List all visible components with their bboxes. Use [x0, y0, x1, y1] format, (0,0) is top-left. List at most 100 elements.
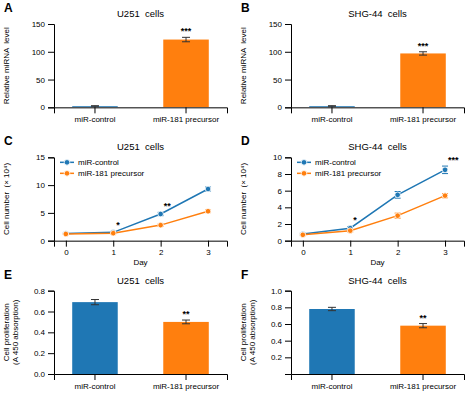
error-bar [182, 37, 190, 41]
y-tick-label: 0.2 [271, 353, 283, 362]
error-bar-cap [419, 55, 427, 56]
y-tick-mark [285, 174, 291, 175]
legend-swatch-marker [301, 171, 307, 177]
x-tick-mark [186, 374, 187, 380]
marks [72, 300, 209, 374]
panel: SHG-44 cells0.20.40.60.81.0Cell prolifer… [239, 268, 465, 391]
x-tick-label: 0 [64, 248, 69, 257]
title: SHG-44 cells [348, 275, 407, 286]
y-axis: 051015 [36, 153, 54, 245]
x-axis-line [292, 108, 465, 114]
x-tick-label: miR-control [75, 382, 116, 391]
point [205, 208, 211, 214]
y-axis-title-line: Relative miRNA level [2, 27, 11, 104]
error-bar-cap [328, 106, 336, 107]
y-tick: 8 [278, 170, 291, 179]
plot-area: U251 cells0.00.20.40.60.8Cell proliferat… [2, 275, 228, 391]
x-tick-label: 2 [396, 248, 401, 257]
x-axis: miR-controlmiR-181 precursor [55, 374, 228, 391]
y-axis: 0.20.40.60.81.0 [271, 287, 292, 375]
y-tick: 0 [41, 237, 54, 246]
error-bar-stem [186, 320, 187, 324]
x-tick-mark [113, 241, 114, 247]
error-bar-cap [419, 327, 427, 328]
y-tick: 0.6 [271, 320, 291, 329]
point [110, 230, 116, 236]
x-tick: 3 [206, 241, 211, 258]
error-bar-cap [91, 304, 99, 305]
x-tick-label: miR-181 precursor [153, 115, 220, 124]
y-axis-title: Cell number (× 10⁴) [239, 163, 248, 235]
y-tick-mark [48, 24, 54, 25]
x-tick: miR-181 precursor [153, 107, 220, 124]
x-tick-mark [66, 241, 67, 247]
y-tick: 2 [278, 220, 291, 229]
y-tick-label: 50 [273, 76, 282, 85]
title: SHG-44 cells [348, 141, 407, 152]
annotations: *** [116, 201, 171, 230]
y-tick-label: 6 [278, 187, 283, 196]
x-tick: 0 [64, 241, 69, 258]
title: SHG-44 cells [348, 8, 407, 19]
error-bar [419, 52, 427, 55]
x-tick-label: miR-181 precursor [390, 382, 457, 391]
y-tick-label: 0.2 [34, 349, 46, 358]
x-axis-title: Day [370, 258, 384, 267]
x-tick: miR-control [312, 374, 353, 391]
y-tick-label: 150 [32, 20, 46, 29]
y-tick-label: 0.6 [271, 320, 283, 329]
legend: miR-controlmiR-181 precursor [60, 158, 145, 178]
panel: SHG-44 cells050100150Relative miRNA leve… [239, 1, 465, 124]
error-bar-cap [182, 41, 190, 42]
y-tick-label: 10 [273, 153, 282, 162]
y-tick-mark [285, 341, 291, 342]
x-axis: 0123 [292, 241, 465, 258]
error-bar [442, 166, 448, 174]
y-tick-mark [285, 207, 291, 208]
legend-swatch-marker [64, 171, 70, 177]
y-axis-title: Relative miRNA level [239, 27, 248, 104]
x-axis: miR-control miR-181 precursor [292, 374, 465, 391]
error-bar-stem [94, 300, 95, 305]
x-tick-label: miR-181 precursor [390, 115, 457, 124]
x-tick: 0 [301, 241, 306, 258]
x-axis-title: Day [133, 258, 147, 267]
y-axis-line [48, 291, 55, 374]
y-tick-mark [48, 80, 54, 81]
y-tick-mark [285, 24, 291, 25]
x-tick-label: 2 [159, 248, 164, 257]
y-tick: 6 [278, 187, 291, 196]
legend-label: miR-181 precursor [315, 169, 382, 178]
y-tick-mark [285, 224, 291, 225]
y-axis-title: Cell proliferation(A 450 absorption) [239, 299, 257, 365]
y-tick-mark [285, 107, 291, 108]
x-axis-line [55, 108, 228, 114]
significance-label: ** [420, 313, 428, 323]
x-tick-mark [94, 107, 95, 113]
y-tick-mark [285, 241, 291, 242]
y-tick: 50 [36, 76, 54, 85]
y-tick: 0.2 [34, 349, 54, 358]
significance-label: ** [183, 309, 191, 319]
point [347, 228, 353, 234]
y-axis-title-line: (A 450 absorption) [248, 299, 257, 365]
x-axis-line [292, 241, 465, 247]
y-tick-mark [285, 80, 291, 81]
point [442, 193, 448, 199]
x-tick: miR-control [75, 374, 116, 391]
x-tick: miR-control [312, 107, 353, 124]
y-tick: 5 [41, 209, 54, 218]
x-tick-mark [423, 107, 424, 113]
error-bar-cap [182, 323, 190, 324]
x-tick: 1 [112, 241, 117, 258]
x-tick-mark [94, 374, 95, 380]
y-tick-mark [48, 157, 54, 158]
bar [400, 326, 446, 374]
y-axis-title-line: Cell proliferation [239, 303, 248, 361]
y-tick: 0.4 [271, 337, 291, 346]
bar [72, 302, 118, 374]
x-tick: 2 [396, 241, 401, 258]
x-tick-mark [423, 374, 424, 380]
y-tick-label: 150 [269, 20, 283, 29]
x-tick-label: 1 [112, 248, 117, 257]
